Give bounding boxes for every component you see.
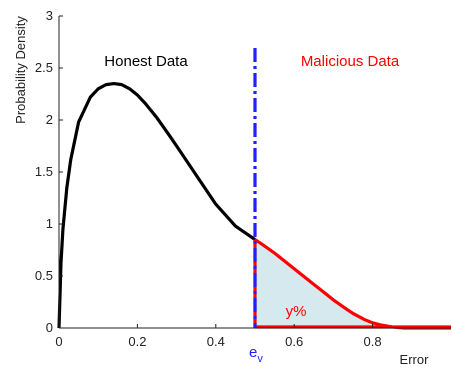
y-tick-label: 0.5 [35, 268, 53, 283]
area-percent-label: y% [286, 303, 307, 320]
curve-layer [57, 48, 451, 330]
malicious-area-fill [255, 239, 451, 328]
honest-data-label: Honest Data [104, 53, 188, 70]
x-tick-label: 0.6 [285, 334, 303, 349]
x-tick-label: 0 [55, 334, 62, 349]
y-tick-label: 0 [46, 320, 53, 335]
annotations: Honest Data Malicious Data y% Probabilit… [13, 16, 429, 367]
x-tick-label: 0.2 [128, 334, 146, 349]
x-axis-label: Error [400, 352, 430, 367]
threshold-label: ev [249, 344, 263, 365]
y-tick-label: 1.5 [35, 164, 53, 179]
honest-data-curve [57, 82, 256, 329]
axes [58, 15, 451, 329]
y-tick-label: 3 [46, 8, 53, 23]
y-tick-label: 2.5 [35, 60, 53, 75]
x-tick-label: 0.4 [207, 334, 225, 349]
shaded-area-layer [255, 239, 451, 328]
y-axis-label: Probability Density [13, 16, 28, 124]
malicious-data-label: Malicious Data [301, 53, 400, 70]
x-tick-label: 0.8 [364, 334, 382, 349]
y-tick-label: 1 [46, 216, 53, 231]
threshold-label-sub: v [257, 353, 263, 365]
tick-labels: 0 0.5 1 1.5 2 2.5 3 0 0.2 0.4 0.6 0.8 [35, 8, 382, 349]
y-tick-label: 2 [46, 112, 53, 127]
threshold-label-main: e [249, 344, 257, 361]
